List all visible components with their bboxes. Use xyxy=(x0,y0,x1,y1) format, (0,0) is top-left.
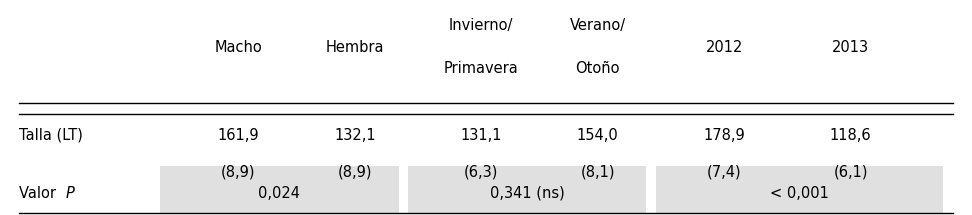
Text: Verano/: Verano/ xyxy=(570,18,626,33)
Text: (6,1): (6,1) xyxy=(833,164,868,180)
Text: 0,341 (ns): 0,341 (ns) xyxy=(490,186,565,201)
Text: 131,1: 131,1 xyxy=(461,128,502,143)
Text: P: P xyxy=(66,186,75,201)
Text: 0,024: 0,024 xyxy=(259,186,300,201)
Text: Invierno/: Invierno/ xyxy=(449,18,513,33)
Text: Hembra: Hembra xyxy=(326,40,384,55)
Text: 2013: 2013 xyxy=(832,40,869,55)
Text: Primavera: Primavera xyxy=(444,61,518,76)
Bar xyxy=(408,166,646,213)
Text: Macho: Macho xyxy=(214,40,262,55)
Text: 178,9: 178,9 xyxy=(704,128,745,143)
Bar xyxy=(656,166,943,213)
Text: (8,1): (8,1) xyxy=(580,164,615,180)
Text: Talla (LT): Talla (LT) xyxy=(19,128,84,143)
Text: (6,3): (6,3) xyxy=(464,164,499,180)
Bar xyxy=(160,166,399,213)
Text: Otoño: Otoño xyxy=(575,61,620,76)
Text: 154,0: 154,0 xyxy=(577,128,618,143)
Text: 2012: 2012 xyxy=(706,40,743,55)
Text: (8,9): (8,9) xyxy=(337,164,372,180)
Text: (7,4): (7,4) xyxy=(707,164,742,180)
Text: Valor: Valor xyxy=(19,186,61,201)
Text: 118,6: 118,6 xyxy=(830,128,871,143)
Text: < 0,001: < 0,001 xyxy=(770,186,829,201)
Text: 132,1: 132,1 xyxy=(334,128,375,143)
Text: 161,9: 161,9 xyxy=(218,128,259,143)
Text: (8,9): (8,9) xyxy=(221,164,256,180)
